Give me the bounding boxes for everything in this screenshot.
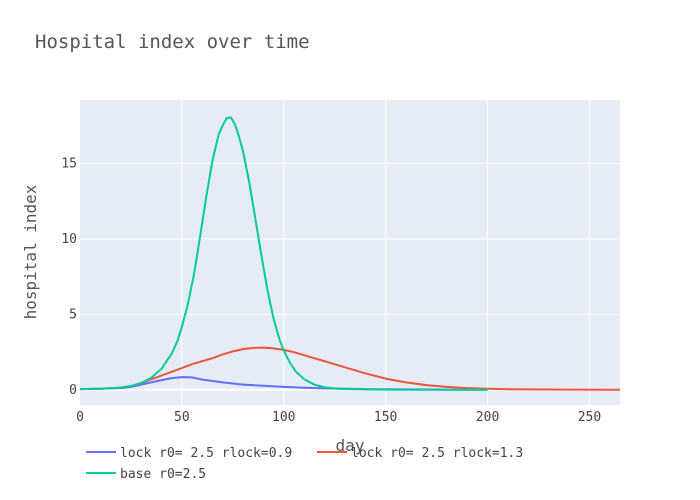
- y-tick-labels: 0 5 10 15: [61, 156, 77, 397]
- x-tick-label: 200: [476, 410, 499, 425]
- legend: lock r0= 2.5 rlock=0.9 lock r0= 2.5 rlock…: [86, 446, 523, 482]
- x-tick-label: 250: [578, 410, 601, 425]
- legend-label-3: base r0=2.5: [120, 467, 206, 482]
- y-tick-label: 15: [61, 156, 77, 171]
- y-axis-title: hospital index: [21, 184, 40, 319]
- legend-label-2: lock r0= 2.5 rlock=1.3: [351, 446, 523, 461]
- y-tick-label: 5: [69, 307, 77, 322]
- y-tick-label: 0: [69, 383, 77, 398]
- legend-label-1: lock r0= 2.5 rlock=0.9: [120, 446, 292, 461]
- x-tick-label: 100: [272, 410, 295, 425]
- chart-title: Hospital index over time: [35, 31, 310, 53]
- plot-area: [80, 100, 620, 405]
- x-tick-label: 50: [174, 410, 190, 425]
- series-line-2: [79, 346, 621, 391]
- series-lines: [79, 116, 621, 391]
- x-tick-label: 0: [76, 410, 84, 425]
- series-line-3: [79, 116, 488, 391]
- y-tick-label: 10: [61, 232, 77, 247]
- x-tick-labels: 0 50 100 150 200 250: [76, 410, 601, 425]
- x-tick-label: 150: [374, 410, 397, 425]
- grid-lines: [80, 100, 620, 405]
- x-axis-title: day: [336, 436, 365, 455]
